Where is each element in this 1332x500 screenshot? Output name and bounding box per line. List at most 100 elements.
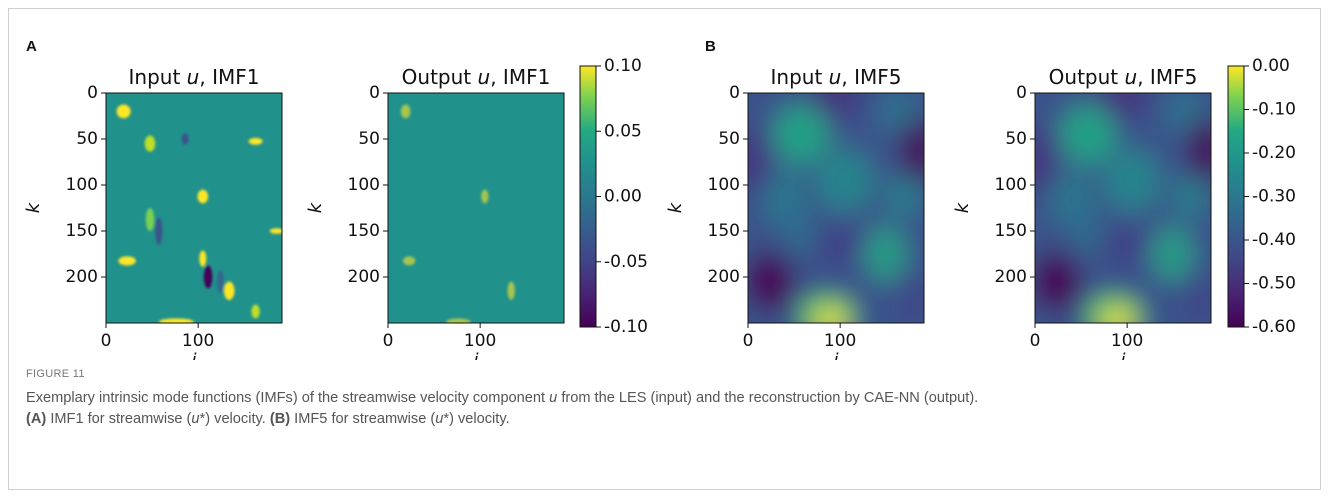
- caption-text: u: [191, 411, 200, 427]
- title-part: , IMF5: [841, 65, 901, 89]
- title-part: u: [1125, 65, 1138, 89]
- streak: [223, 281, 235, 300]
- colorbar-tick-label: -0.30: [1252, 187, 1296, 207]
- blob: [1188, 118, 1211, 183]
- blob: [1103, 309, 1132, 323]
- streak: [197, 189, 209, 204]
- caption-text: IMF5 for streamwise (: [290, 411, 436, 427]
- y-tick-label: 0: [87, 83, 98, 103]
- blob: [816, 309, 845, 323]
- title-part: u: [187, 65, 200, 89]
- blob: [1045, 168, 1095, 225]
- blob: [1103, 148, 1160, 213]
- heatmap: [1035, 93, 1211, 323]
- panel-label: B: [705, 38, 716, 55]
- blob: [748, 251, 794, 312]
- x-axis-label: i: [191, 350, 196, 360]
- caption-text: *) velocity.: [199, 411, 270, 427]
- streak: [216, 270, 224, 294]
- title-part: Input: [129, 65, 187, 89]
- colorbar-tick-label: -0.20: [1252, 143, 1296, 163]
- blob: [1096, 93, 1150, 116]
- blob: [1035, 251, 1081, 312]
- x-tick-label: 100: [824, 331, 856, 351]
- colorbar: [1227, 65, 1245, 328]
- y-tick-label: 200: [348, 267, 380, 287]
- x-tick-label: 0: [1030, 331, 1041, 351]
- figure-frame: [8, 8, 1321, 490]
- caption-text: from the LES (input) and the reconstruct…: [557, 390, 979, 406]
- y-axis-label: k: [305, 201, 326, 213]
- streaks: [116, 104, 282, 323]
- y-tick-label: 0: [729, 83, 740, 103]
- colorbar-tick-label: -0.40: [1252, 230, 1296, 250]
- streak: [269, 228, 282, 234]
- title-part: , IMF1: [490, 65, 550, 89]
- y-tick-label: 150: [995, 221, 1027, 241]
- colorbar-tick-label: -0.60: [1252, 317, 1296, 337]
- caption: FIGURE 11 Exemplary intrinsic mode funct…: [26, 368, 1316, 430]
- y-tick-label: 200: [708, 267, 740, 287]
- streak: [181, 133, 189, 145]
- streak: [446, 318, 471, 323]
- colorbar-tick-label: -0.10: [604, 317, 648, 337]
- streak: [481, 189, 489, 204]
- blob: [1035, 125, 1057, 199]
- y-tick-label: 150: [348, 221, 380, 241]
- x-tick-label: 100: [1111, 331, 1143, 351]
- caption-text: *) velocity.: [443, 411, 510, 427]
- streak: [507, 281, 515, 300]
- plot-title: Input u, IMF1: [129, 65, 260, 89]
- caption-line: (A) IMF1 for streamwise (u*) velocity. (…: [26, 409, 1316, 430]
- x-tick-label: 0: [383, 331, 394, 351]
- x-tick-label: 100: [182, 331, 214, 351]
- caption-text: Exemplary intrinsic mode functions (IMFs…: [26, 390, 550, 406]
- caption-text: u: [549, 390, 558, 406]
- x-axis-label: i: [833, 350, 838, 360]
- title-part: , IMF5: [1137, 65, 1197, 89]
- colorbar-tick-label: 0.00: [604, 187, 642, 207]
- streak: [400, 104, 411, 119]
- axes-frame: [747, 92, 925, 324]
- caption-text: u: [435, 411, 444, 427]
- blob: [1098, 226, 1148, 264]
- title-part: Output: [402, 65, 478, 89]
- caption-text: IMF1 for streamwise (: [46, 411, 192, 427]
- blob: [1070, 217, 1106, 255]
- axes-frame: [387, 92, 565, 324]
- y-tick-label: 50: [1005, 129, 1027, 149]
- y-tick-label: 50: [718, 129, 740, 149]
- blob: [864, 226, 907, 282]
- colorbar-tick-label: 0.10: [604, 56, 642, 76]
- x-axis-label: i: [473, 350, 478, 360]
- colorbar-tick-label: 0.05: [604, 121, 642, 141]
- title-part: Input: [771, 65, 829, 89]
- title-part: , IMF1: [199, 65, 259, 89]
- streak: [118, 256, 136, 266]
- blob: [809, 93, 863, 116]
- caption-text: (A): [26, 411, 47, 427]
- streak: [155, 217, 163, 245]
- y-tick-label: 100: [348, 175, 380, 195]
- y-tick-label: 200: [995, 267, 1027, 287]
- blob: [1151, 226, 1194, 282]
- x-tick-label: 100: [464, 331, 496, 351]
- streak: [116, 104, 131, 119]
- x-axis-label: i: [1120, 350, 1125, 360]
- streak: [144, 135, 156, 152]
- plot-title: Input u, IMF5: [771, 65, 902, 89]
- heatmap: [388, 93, 564, 323]
- streak: [248, 137, 263, 145]
- blobs: [748, 93, 924, 323]
- blob: [811, 226, 861, 264]
- y-tick-label: 150: [708, 221, 740, 241]
- blob: [1163, 93, 1206, 135]
- title-part: u: [478, 65, 491, 89]
- plot-title: Output u, IMF5: [1049, 65, 1198, 89]
- blob: [772, 104, 829, 165]
- panel-label: A: [26, 38, 37, 55]
- blob: [885, 173, 921, 220]
- colorbar-tick-label: -0.10: [1252, 100, 1296, 120]
- y-axis-label: k: [23, 201, 44, 213]
